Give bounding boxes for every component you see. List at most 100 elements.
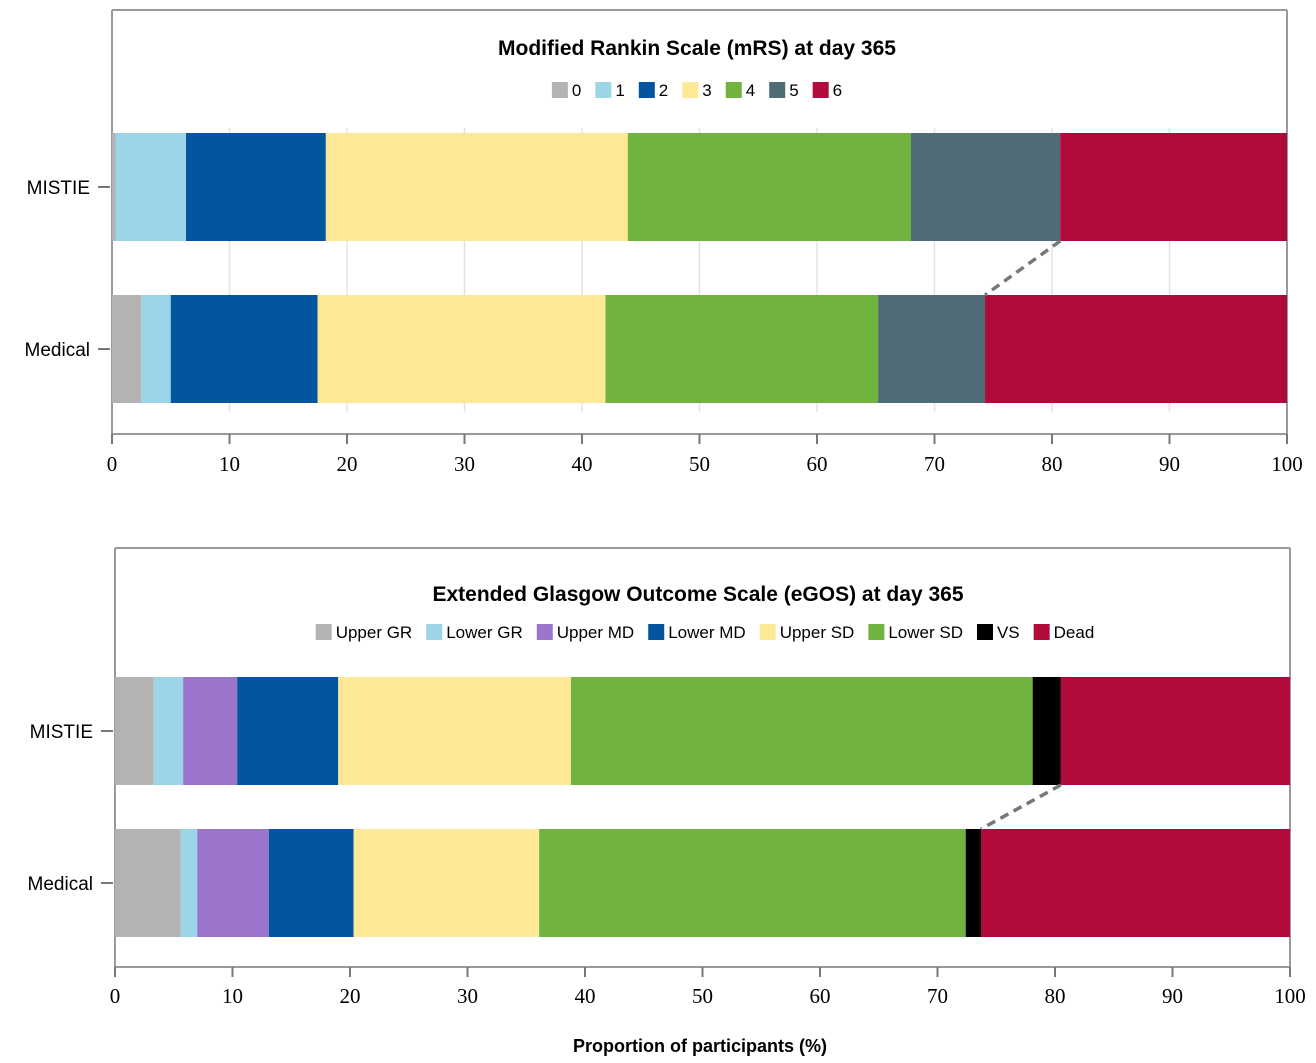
legend-swatch <box>759 624 776 640</box>
legend-label: 5 <box>789 81 798 100</box>
bar-mistie-upper-md <box>183 677 238 785</box>
legend-item-lower-gr: Lower GR <box>426 623 523 642</box>
bar-mistie-lower-gr <box>153 677 184 785</box>
legend-swatch <box>812 82 829 98</box>
category-label-medical: Medical <box>28 874 93 895</box>
x-tick-label: 80 <box>1045 984 1066 1008</box>
legend-item-6: 6 <box>812 81 842 100</box>
egos-bars <box>115 677 1290 937</box>
bar-medical-lower-sd <box>539 829 966 937</box>
legend-label: Lower SD <box>888 623 963 642</box>
bar-mistie-dead <box>1060 677 1290 785</box>
legend-swatch <box>868 624 885 640</box>
legend-item-1: 1 <box>595 81 625 100</box>
bar-medical-upper-gr <box>115 829 181 937</box>
bar-mistie-5 <box>911 133 1061 241</box>
bar-medical-lower-md <box>268 829 354 937</box>
legend-label: Dead <box>1054 623 1095 642</box>
legend-label: 0 <box>572 81 581 100</box>
x-tick-label: 10 <box>219 452 240 476</box>
bar-medical-vs <box>965 829 981 937</box>
egos-x-axis: 0 10 20 30 40 50 60 70 80 90 100 <box>110 967 1306 1008</box>
egos-chart-panel: Extended Glasgow Outcome Scale (eGOS) at… <box>28 547 1306 1008</box>
legend-swatch <box>426 624 443 640</box>
mrs-legend: 0 1 2 3 4 5 6 <box>551 81 842 100</box>
legend-label: 6 <box>833 81 842 100</box>
legend-label: Lower GR <box>446 623 523 642</box>
mrs-chart-panel: Modified Rankin Scale (mRS) at day 365 0… <box>25 9 1303 476</box>
x-tick-label: 80 <box>1042 452 1063 476</box>
legend-label: Upper SD <box>780 623 855 642</box>
bar-mistie-lower-sd <box>570 677 1033 785</box>
bar-mistie-3 <box>325 133 628 241</box>
bar-medical-1 <box>141 295 171 403</box>
legend-label: 3 <box>702 81 711 100</box>
legend-item-0: 0 <box>551 81 581 100</box>
x-tick-label: 10 <box>222 984 243 1008</box>
x-tick-label: 0 <box>107 452 118 476</box>
legend-label: VS <box>997 623 1020 642</box>
egos-chart-title: Extended Glasgow Outcome Scale (eGOS) at… <box>432 583 963 606</box>
x-tick-label: 40 <box>575 984 596 1008</box>
legend-swatch <box>638 82 655 98</box>
category-label-mistie: MISTIE <box>30 722 93 743</box>
bar-mistie-0 <box>112 133 116 241</box>
mrs-dead-connector <box>984 239 1062 297</box>
egos-category-axis: MISTIE Medical <box>28 722 113 895</box>
mrs-category-axis: MISTIE Medical <box>25 178 110 361</box>
legend-label: Lower MD <box>668 623 745 642</box>
x-tick-label: 70 <box>927 984 948 1008</box>
legend-item-upper-gr: Upper GR <box>315 623 413 642</box>
bar-medical-5 <box>878 295 986 403</box>
bar-medical-dead <box>980 829 1290 937</box>
bar-medical-6 <box>985 295 1287 403</box>
legend-label: Upper MD <box>557 623 634 642</box>
legend-item-lower-sd: Lower SD <box>868 623 963 642</box>
legend-item-dead: Dead <box>1033 623 1095 642</box>
x-tick-label: 60 <box>807 452 828 476</box>
legend-swatch <box>725 82 742 98</box>
legend-item-vs: VS <box>976 623 1020 642</box>
legend-item-lower-md: Lower MD <box>648 623 746 642</box>
x-tick-label: 100 <box>1271 452 1303 476</box>
legend-swatch <box>595 82 612 98</box>
bar-mistie-4 <box>627 133 911 241</box>
x-tick-label: 30 <box>454 452 475 476</box>
legend-item-2: 2 <box>638 81 668 100</box>
legend-label: Upper GR <box>336 623 413 642</box>
mrs-chart-title: Modified Rankin Scale (mRS) at day 365 <box>498 37 896 60</box>
bar-mistie-lower-md <box>237 677 339 785</box>
legend-swatch <box>551 82 568 98</box>
legend-swatch <box>315 624 332 640</box>
x-tick-label: 20 <box>337 452 358 476</box>
legend-label: 2 <box>659 81 668 100</box>
egos-legend: Upper GR Lower GR Upper MD Lower MD Upper SD… <box>315 623 1095 642</box>
bar-medical-4 <box>605 295 879 403</box>
legend-swatch <box>976 624 993 640</box>
bar-mistie-upper-gr <box>115 677 154 785</box>
bar-medical-upper-sd <box>353 829 540 937</box>
legend-label: 1 <box>615 81 624 100</box>
mrs-bars <box>112 133 1287 403</box>
bar-medical-3 <box>317 295 606 403</box>
bar-mistie-vs <box>1032 677 1061 785</box>
legend-swatch <box>536 624 553 640</box>
x-tick-label: 90 <box>1159 452 1180 476</box>
x-tick-label: 40 <box>572 452 593 476</box>
mrs-x-axis: 0 10 20 30 40 50 60 70 80 90 100 <box>107 434 1303 476</box>
x-tick-label: 20 <box>340 984 361 1008</box>
x-tick-label: 60 <box>810 984 831 1008</box>
bar-medical-2 <box>170 295 318 403</box>
legend-item-3: 3 <box>682 81 712 100</box>
category-label-medical: Medical <box>25 340 90 361</box>
category-label-mistie: MISTIE <box>27 178 90 199</box>
bar-mistie-2 <box>186 133 326 241</box>
x-tick-label: 70 <box>924 452 945 476</box>
bar-medical-upper-md <box>197 829 269 937</box>
legend-swatch <box>682 82 699 98</box>
legend-item-upper-md: Upper MD <box>536 623 634 642</box>
x-tick-label: 100 <box>1274 984 1306 1008</box>
x-tick-label: 90 <box>1162 984 1183 1008</box>
x-tick-label: 50 <box>692 984 713 1008</box>
